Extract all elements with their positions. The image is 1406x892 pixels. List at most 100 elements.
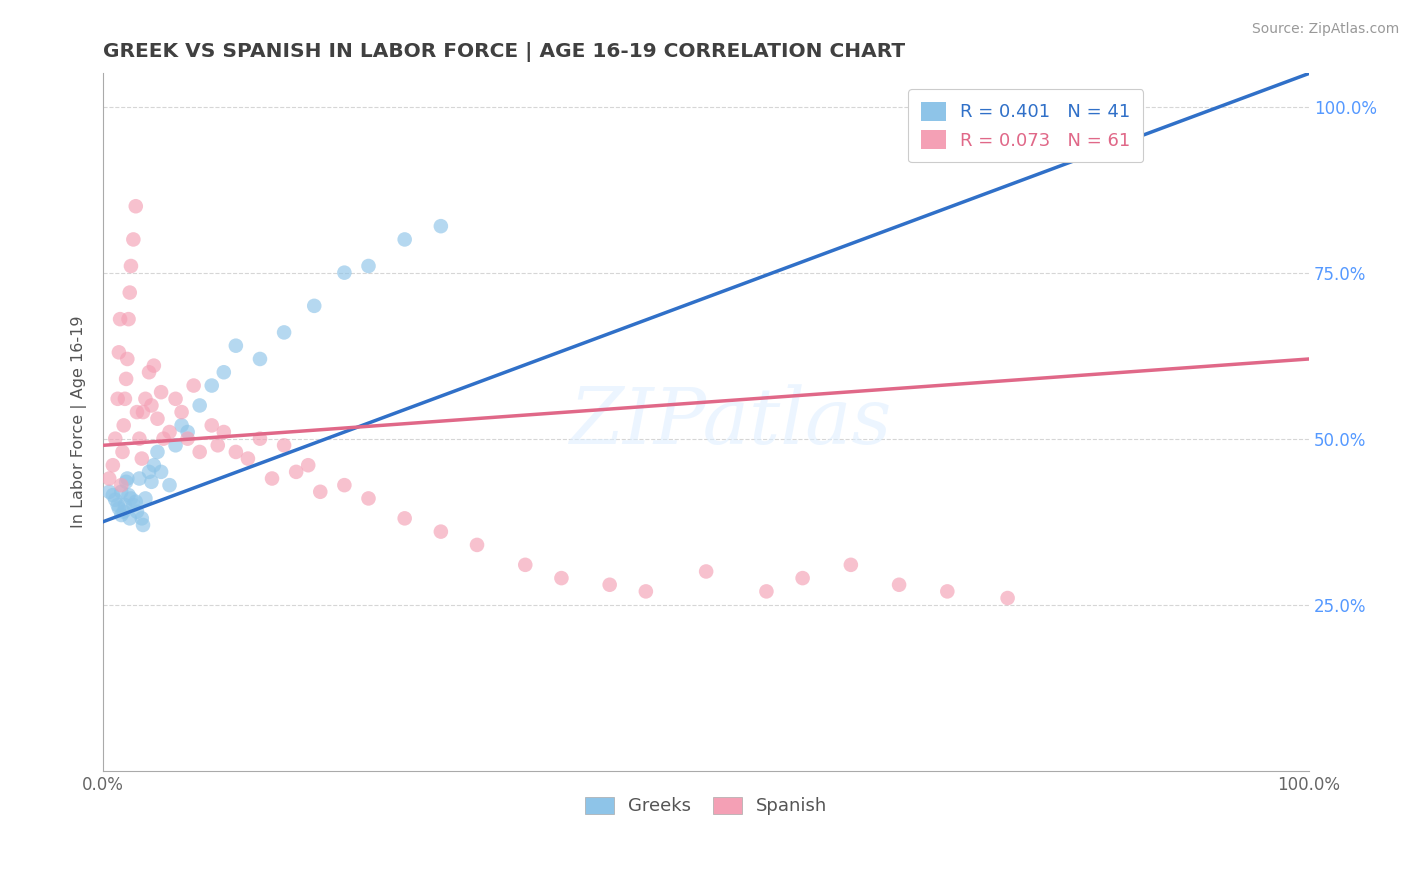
Point: [138, 365, 160, 379]
Point: [112, 505, 135, 519]
Point: [132, 405, 155, 419]
Point: [112, 418, 135, 433]
Point: [792, 571, 814, 585]
Point: [188, 445, 211, 459]
Point: [159, 478, 181, 492]
Point: [165, 438, 187, 452]
Point: [142, 458, 165, 473]
Point: [107, 392, 129, 406]
Point: [108, 501, 131, 516]
Point: [550, 571, 572, 585]
Point: [141, 399, 163, 413]
Point: [273, 326, 295, 340]
Point: [115, 475, 138, 489]
Point: [150, 465, 173, 479]
Point: [695, 565, 717, 579]
Point: [201, 378, 224, 392]
Point: [273, 438, 295, 452]
Point: [309, 484, 332, 499]
Point: [114, 392, 136, 406]
Point: [108, 312, 131, 326]
Point: [104, 432, 127, 446]
Point: [138, 465, 160, 479]
Text: GREEK VS SPANISH IN LABOR FORCE | AGE 16-19 CORRELATION CHART: GREEK VS SPANISH IN LABOR FORCE | AGE 16…: [103, 42, 905, 62]
Point: [183, 378, 205, 392]
Point: [132, 518, 155, 533]
Point: [212, 425, 235, 439]
Point: [131, 511, 153, 525]
Point: [131, 451, 153, 466]
Point: [170, 405, 193, 419]
Point: [150, 385, 173, 400]
Point: [128, 432, 150, 446]
Point: [117, 488, 139, 502]
Point: [394, 232, 416, 246]
Point: [357, 491, 380, 506]
Point: [110, 508, 132, 522]
Point: [201, 418, 224, 433]
Point: [146, 445, 169, 459]
Point: [887, 578, 910, 592]
Point: [118, 511, 141, 525]
Point: [117, 471, 139, 485]
Point: [108, 345, 131, 359]
Point: [936, 584, 959, 599]
Point: [142, 359, 165, 373]
Point: [599, 578, 621, 592]
Point: [159, 425, 181, 439]
Point: [755, 584, 778, 599]
Point: [333, 266, 356, 280]
Point: [120, 491, 142, 506]
Point: [394, 511, 416, 525]
Point: [302, 299, 325, 313]
Point: [430, 524, 453, 539]
Point: [114, 498, 136, 512]
Point: [128, 471, 150, 485]
Point: [430, 219, 453, 234]
Point: [152, 432, 174, 446]
Point: [465, 538, 488, 552]
Point: [207, 438, 229, 452]
Point: [125, 405, 148, 419]
Point: [122, 232, 145, 246]
Point: [634, 584, 657, 599]
Point: [146, 411, 169, 425]
Point: [165, 392, 187, 406]
Point: [120, 259, 142, 273]
Point: [118, 285, 141, 300]
Point: [212, 365, 235, 379]
Point: [170, 418, 193, 433]
Point: [260, 471, 283, 485]
Point: [125, 199, 148, 213]
Point: [297, 458, 319, 473]
Point: [839, 558, 862, 572]
Point: [515, 558, 537, 572]
Point: [188, 399, 211, 413]
Point: [141, 475, 163, 489]
Point: [176, 432, 198, 446]
Point: [110, 478, 132, 492]
Point: [225, 445, 247, 459]
Point: [333, 478, 356, 492]
Point: [125, 494, 148, 508]
Point: [125, 505, 148, 519]
Point: [249, 432, 271, 446]
Point: [134, 491, 156, 506]
Point: [122, 498, 145, 512]
Point: [115, 372, 138, 386]
Point: [225, 339, 247, 353]
Point: [117, 312, 139, 326]
Y-axis label: In Labor Force | Age 16-19: In Labor Force | Age 16-19: [72, 316, 87, 528]
Point: [107, 498, 129, 512]
Point: [98, 471, 121, 485]
Point: [117, 351, 139, 366]
Point: [98, 484, 121, 499]
Point: [101, 458, 124, 473]
Point: [357, 259, 380, 273]
Point: [110, 484, 132, 499]
Text: ZIPatlas: ZIPatlas: [569, 384, 891, 460]
Point: [134, 392, 156, 406]
Point: [111, 445, 134, 459]
Legend: Greeks, Spanish: Greeks, Spanish: [576, 788, 837, 824]
Point: [249, 351, 271, 366]
